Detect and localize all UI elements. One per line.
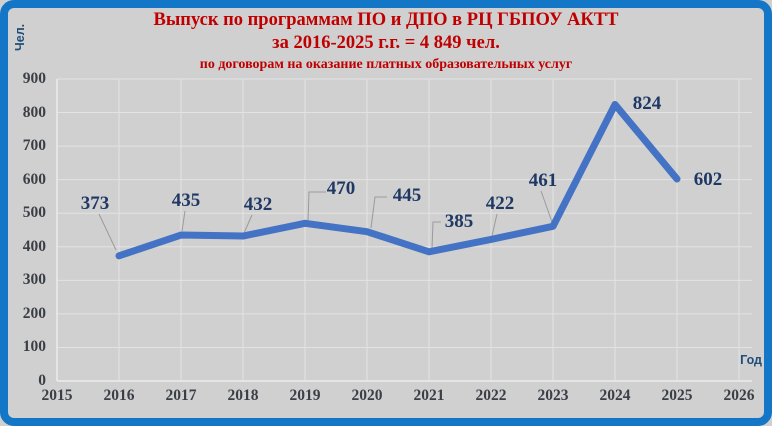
y-tick-label: 300 (22, 271, 46, 289)
data-label: 432 (243, 194, 273, 215)
x-tick-label: 2025 (661, 387, 693, 404)
chart-title: Выпуск по программам ПО и ДПО в РЦ ГБПОУ… (0, 9, 772, 74)
data-label-leader-line (540, 190, 553, 223)
x-tick-label: 2020 (351, 387, 383, 404)
data-label-leader-line (370, 196, 387, 229)
data-label-leader-line (181, 210, 186, 232)
data-label: 445 (392, 185, 422, 206)
y-tick-label: 500 (22, 204, 46, 222)
x-tick-label: 2018 (227, 387, 259, 404)
x-tick-label: 2016 (103, 387, 135, 404)
chart-subtitle: по договорам на оказание платных образов… (199, 57, 573, 72)
chart-title-line1: Выпуск по программам ПО и ДПО в РЦ ГБПОУ… (153, 10, 619, 30)
data-label: 373 (80, 193, 110, 214)
series-line (115, 101, 681, 260)
y-tick-label: 700 (22, 137, 46, 155)
data-label: 602 (693, 169, 723, 190)
y-tick-label: 200 (22, 304, 46, 322)
data-label: 435 (171, 190, 201, 211)
data-label-leader-line (98, 213, 117, 251)
x-tick-label: 2022 (475, 387, 507, 404)
data-label-leader-line (491, 213, 498, 237)
x-tick-label: 2026 (723, 387, 755, 404)
data-label-leader-line (307, 191, 326, 222)
x-tick-label: 2024 (599, 387, 631, 404)
y-tick-label: 600 (22, 170, 46, 188)
x-tick-label: 2021 (413, 387, 445, 404)
data-label: 824 (632, 93, 662, 114)
x-tick-label: 2023 (537, 387, 569, 404)
data-label-leader-line (431, 221, 441, 250)
y-tick-label: 800 (22, 103, 46, 121)
data-label: 470 (326, 178, 356, 199)
x-axis-title: Год (740, 353, 762, 367)
data-label: 461 (528, 170, 558, 191)
y-tick-label: 400 (22, 237, 46, 255)
y-tick-label: 900 (22, 70, 46, 87)
y-tick-label: 100 (22, 338, 46, 356)
x-tick-label: 2017 (165, 387, 197, 404)
x-tick-label: 2019 (289, 387, 321, 404)
y-tick-label: 0 (38, 372, 46, 389)
data-label: 385 (444, 211, 474, 232)
x-tick-label: 2015 (41, 387, 73, 404)
chart-title-line2: за 2016-2025 г.г. = 4 849 чел. (272, 33, 500, 53)
data-label: 422 (485, 193, 515, 214)
data-label-leader-line (243, 214, 253, 234)
